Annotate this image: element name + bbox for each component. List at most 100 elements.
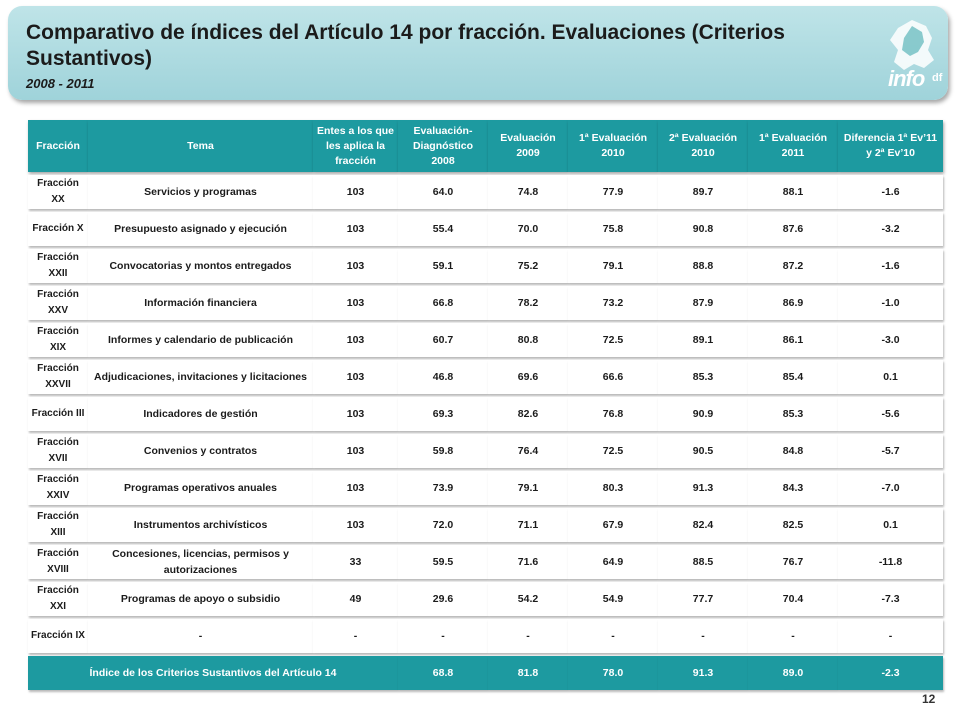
- e1-2010-cell: 77.9: [568, 175, 658, 209]
- total-label: Índice de los Criterios Sustantivos del …: [28, 656, 398, 690]
- e1-2011-cell: 82.5: [748, 508, 838, 542]
- e1-2010-cell: 54.9: [568, 582, 658, 616]
- diferencia-cell: -1.6: [838, 249, 943, 283]
- fraccion-cell: Fracción XVII: [28, 434, 88, 468]
- tema-cell: Convenios y contratos: [88, 434, 313, 468]
- e2-2010-cell: 90.8: [658, 212, 748, 246]
- e2009-cell: 54.2: [488, 582, 568, 616]
- e2009-cell: -: [488, 619, 568, 653]
- entes-cell: 103: [313, 360, 398, 394]
- e2009-cell: 80.8: [488, 323, 568, 357]
- fraccion-cell: Fracción XVIII: [28, 545, 88, 579]
- e2009-cell: 71.1: [488, 508, 568, 542]
- tema-cell: Servicios y programas: [88, 175, 313, 209]
- fraccion-cell: Fracción XXI: [28, 582, 88, 616]
- d2008-cell: 66.8: [398, 286, 488, 320]
- d2008-cell: 59.5: [398, 545, 488, 579]
- diferencia-cell: 0.1: [838, 360, 943, 394]
- e2-2010-cell: 90.9: [658, 397, 748, 431]
- fraccion-cell: Fracción XXII: [28, 249, 88, 283]
- e1-2010-cell: 73.2: [568, 286, 658, 320]
- table-header-row: Fracción Tema Entes a los que les aplica…: [28, 120, 943, 172]
- col-header-2a-evaluacion-2010: 2ª Evaluación 2010: [658, 120, 748, 172]
- entes-cell: 33: [313, 545, 398, 579]
- e1-2011-cell: 88.1: [748, 175, 838, 209]
- fraccion-cell: Fracción XXVII: [28, 360, 88, 394]
- table-row: Fracción XXI Programas de apoyo o subsid…: [28, 582, 943, 616]
- page-title: Comparativo de índices del Artículo 14 p…: [26, 21, 785, 70]
- tema-cell: Adjudicaciones, invitaciones y licitacio…: [88, 360, 313, 394]
- table-row: Fracción XVIII Concesiones, licencias, p…: [28, 545, 943, 579]
- diferencia-cell: -3.2: [838, 212, 943, 246]
- entes-cell: 103: [313, 249, 398, 283]
- table-row: Fracción XIII Instrumentos archivísticos…: [28, 508, 943, 542]
- fraccion-cell: Fracción XIX: [28, 323, 88, 357]
- entes-cell: 103: [313, 397, 398, 431]
- fraccion-cell: Fracción XXIV: [28, 471, 88, 505]
- d2008-cell: 60.7: [398, 323, 488, 357]
- e1-2011-cell: 87.6: [748, 212, 838, 246]
- logo-text: info: [888, 66, 925, 91]
- tema-cell: Presupuesto asignado y ejecución: [88, 212, 313, 246]
- diferencia-cell: -1.0: [838, 286, 943, 320]
- e2009-cell: 82.6: [488, 397, 568, 431]
- entes-cell: -: [313, 619, 398, 653]
- e1-2010-cell: -: [568, 619, 658, 653]
- d2008-cell: 59.1: [398, 249, 488, 283]
- diferencia-cell: -11.8: [838, 545, 943, 579]
- d2008-cell: 29.6: [398, 582, 488, 616]
- e2009-cell: 78.2: [488, 286, 568, 320]
- e1-2011-cell: 84.8: [748, 434, 838, 468]
- col-header-diferencia: Diferencia 1ª Ev’11 y 2ª Ev’10: [838, 120, 943, 172]
- e1-2011-cell: 76.7: [748, 545, 838, 579]
- e1-2010-cell: 67.9: [568, 508, 658, 542]
- tema-cell: Programas operativos anuales: [88, 471, 313, 505]
- tema-cell: Informes y calendario de publicación: [88, 323, 313, 357]
- e2-2010-cell: -: [658, 619, 748, 653]
- e2-2010-cell: 85.3: [658, 360, 748, 394]
- e2009-cell: 70.0: [488, 212, 568, 246]
- fraccion-cell: Fracción III: [28, 397, 88, 431]
- fraccion-cell: Fracción XIII: [28, 508, 88, 542]
- info-df-logo: info df: [874, 16, 950, 98]
- entes-cell: 103: [313, 508, 398, 542]
- entes-cell: 103: [313, 175, 398, 209]
- tema-cell: Instrumentos archivísticos: [88, 508, 313, 542]
- col-header-1a-evaluacion-2011: 1ª Evaluación 2011: [748, 120, 838, 172]
- total-e2-2010: 91.3: [658, 656, 748, 690]
- col-header-diagnostico-2008: Evaluación-Diagnóstico 2008: [398, 120, 488, 172]
- e2-2010-cell: 89.1: [658, 323, 748, 357]
- e2009-cell: 76.4: [488, 434, 568, 468]
- e1-2011-cell: 86.9: [748, 286, 838, 320]
- total-e1-2011: 89.0: [748, 656, 838, 690]
- table-row: Fracción XX Servicios y programas 103 64…: [28, 175, 943, 209]
- d2008-cell: 69.3: [398, 397, 488, 431]
- entes-cell: 103: [313, 323, 398, 357]
- e1-2011-cell: 85.3: [748, 397, 838, 431]
- entes-cell: 103: [313, 286, 398, 320]
- e2009-cell: 75.2: [488, 249, 568, 283]
- e1-2010-cell: 79.1: [568, 249, 658, 283]
- diferencia-cell: -1.6: [838, 175, 943, 209]
- table-row: Fracción XVII Convenios y contratos 103 …: [28, 434, 943, 468]
- col-header-tema: Tema: [88, 120, 313, 172]
- fraccion-cell: Fracción XX: [28, 175, 88, 209]
- table-row: Fracción XXII Convocatorias y montos ent…: [28, 249, 943, 283]
- fraccion-cell: Fracción IX: [28, 619, 88, 653]
- tema-cell: Convocatorias y montos entregados: [88, 249, 313, 283]
- entes-cell: 103: [313, 434, 398, 468]
- d2008-cell: 55.4: [398, 212, 488, 246]
- fraccion-cell: Fracción X: [28, 212, 88, 246]
- page-subtitle: 2008 - 2011: [26, 76, 95, 91]
- entes-cell: 49: [313, 582, 398, 616]
- entes-cell: 103: [313, 212, 398, 246]
- evaluation-table: Fracción Tema Entes a los que les aplica…: [28, 117, 943, 693]
- e2-2010-cell: 87.9: [658, 286, 748, 320]
- tema-cell: Programas de apoyo o subsidio: [88, 582, 313, 616]
- fraccion-cell: Fracción XXV: [28, 286, 88, 320]
- diferencia-cell: -7.0: [838, 471, 943, 505]
- page-number: 12: [922, 692, 936, 706]
- diferencia-cell: -5.6: [838, 397, 943, 431]
- table-row: Fracción XIX Informes y calendario de pu…: [28, 323, 943, 357]
- table-row: Fracción X Presupuesto asignado y ejecuc…: [28, 212, 943, 246]
